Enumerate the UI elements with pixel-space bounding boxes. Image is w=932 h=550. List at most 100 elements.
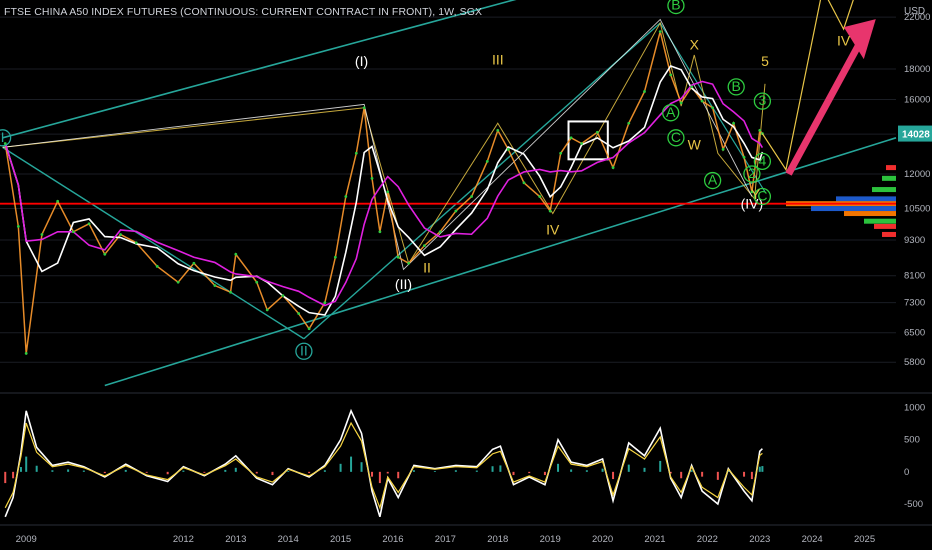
channel-upper-line	[2, 0, 517, 139]
price-point	[234, 252, 238, 256]
price-point	[87, 222, 91, 226]
wave-label-circle	[662, 104, 680, 122]
time-tick-label: 2021	[644, 534, 665, 545]
price-point	[711, 106, 715, 110]
wave-label: IV	[546, 221, 560, 237]
price-point	[40, 233, 44, 236]
wave-zigzag	[2, 21, 766, 265]
ema-fast-line	[4, 65, 764, 316]
wave-label-circle	[727, 78, 745, 96]
price-point	[176, 280, 180, 284]
wave-labels: I(I)III(III)II(II)IIIVX(IV)IVBACWBAC342Y…	[0, 0, 851, 360]
price-tick-label: 10500	[904, 204, 930, 215]
price-point	[307, 327, 311, 331]
price-point	[378, 230, 382, 234]
time-tick-label: 2024	[802, 534, 823, 545]
projection-arrow-head	[843, 19, 876, 60]
price-point	[423, 244, 426, 248]
price-point	[155, 264, 159, 268]
price-series	[3, 0, 876, 355]
osc-tick-label: 1000	[904, 403, 925, 414]
price-point	[690, 85, 694, 89]
wave-label-circle	[0, 129, 12, 147]
price-point	[569, 136, 573, 140]
price-point	[370, 176, 374, 180]
price-point	[506, 147, 510, 151]
wave-label-circle	[667, 129, 685, 147]
price-point	[354, 151, 358, 155]
wave-label: B	[732, 78, 741, 94]
wave-ii-line	[2, 146, 305, 340]
price-point	[16, 225, 20, 228]
wave-label: (II)	[395, 276, 412, 292]
time-tick-label: 2012	[173, 534, 194, 545]
wave-label: 2	[748, 165, 756, 181]
wave-label: A	[708, 172, 718, 188]
wave-label: B	[671, 0, 680, 13]
price-point	[595, 130, 599, 134]
wave-label-circle	[753, 187, 772, 206]
price-point	[700, 99, 704, 103]
price-point	[485, 159, 489, 163]
wave-label: C	[671, 129, 681, 145]
time-tick-label: 2018	[487, 534, 508, 545]
price-point	[750, 190, 754, 194]
wave-label-circle	[295, 342, 313, 360]
price-point	[658, 30, 662, 33]
price-point	[103, 252, 107, 256]
price-line	[4, 31, 763, 354]
projection-arrow-shaft	[785, 37, 865, 176]
price-point	[742, 155, 746, 159]
projection-path	[761, 0, 854, 172]
price-point	[758, 129, 762, 132]
currency-label: USD	[904, 6, 926, 17]
price-point	[580, 142, 584, 145]
price-point	[732, 121, 735, 125]
price-point	[559, 151, 563, 155]
wave-label: W	[688, 136, 702, 152]
time-tick-label: 2014	[278, 534, 299, 545]
channel-lower-line	[104, 137, 897, 387]
wave-label-circle	[753, 92, 772, 110]
price-tick-label: 5800	[904, 357, 925, 368]
oscillator-signal-line	[4, 421, 763, 510]
time-tick-label: 2017	[435, 534, 456, 545]
price-tick-label: 8100	[904, 271, 925, 282]
wave-label: A	[666, 104, 676, 120]
price-point	[281, 294, 285, 298]
price-tick-label: 18000	[904, 64, 930, 75]
price-point	[71, 230, 75, 234]
price-point	[396, 255, 400, 259]
price-point	[192, 261, 196, 265]
time-tick-label: 2023	[749, 534, 770, 545]
price-point	[548, 209, 552, 213]
time-tick-label: 2013	[225, 534, 246, 545]
wave-label: III	[492, 52, 504, 68]
price-point	[213, 284, 217, 287]
time-tick-label: 2009	[16, 534, 37, 545]
price-tick-label: 6500	[904, 328, 925, 339]
price-point	[679, 101, 683, 105]
current-price-label: 14028	[902, 130, 930, 141]
volume-profile-bar	[844, 211, 896, 217]
price-tick-label: 12000	[904, 169, 930, 180]
wave-label-circle	[703, 171, 722, 190]
price-point	[627, 121, 631, 125]
ema-slow-line	[4, 80, 764, 307]
price-point	[611, 166, 615, 169]
axes: 5800650073008100930010500120001400016000…	[16, 12, 932, 545]
volume-profile-bar	[886, 165, 896, 171]
wave-label: Y	[751, 186, 761, 202]
time-tick-label: 2025	[854, 534, 875, 545]
wave-label: II	[423, 260, 431, 276]
oscillator-line	[4, 408, 763, 518]
volume-profile-bar	[836, 196, 896, 202]
price-point	[333, 255, 337, 259]
wave-label: IV	[837, 33, 851, 49]
osc-tick-label: -500	[904, 499, 923, 510]
price-point	[721, 147, 725, 151]
wave-label: (I)	[355, 53, 368, 69]
time-tick-label: 2020	[592, 534, 613, 545]
